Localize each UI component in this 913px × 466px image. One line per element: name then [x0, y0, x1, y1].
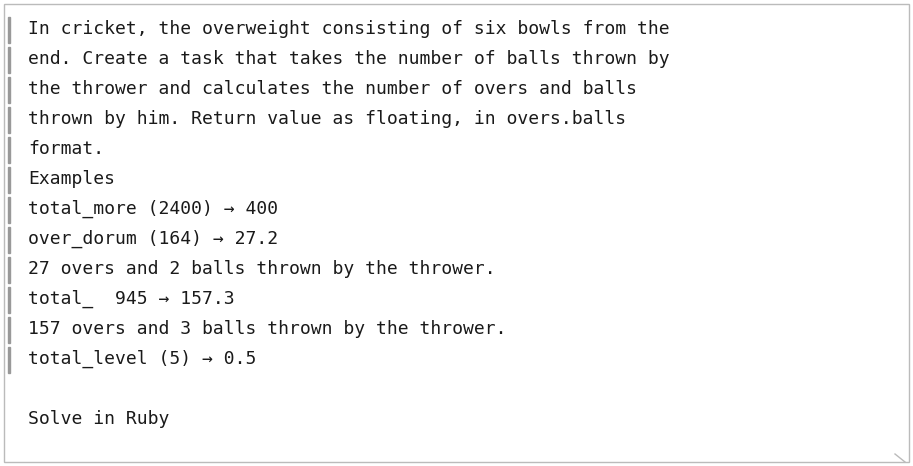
Bar — [8, 227, 10, 253]
Text: total_more (2400) → 400: total_more (2400) → 400 — [28, 200, 278, 218]
Text: over_dorum (164) → 27.2: over_dorum (164) → 27.2 — [28, 230, 278, 248]
Text: Examples: Examples — [28, 170, 115, 188]
Bar — [8, 197, 10, 222]
Bar — [8, 47, 10, 73]
Text: 27 overs and 2 balls thrown by the thrower.: 27 overs and 2 balls thrown by the throw… — [28, 260, 496, 278]
Bar — [8, 317, 10, 343]
Bar — [8, 77, 10, 103]
Text: format.: format. — [28, 140, 104, 158]
Bar — [8, 107, 10, 132]
Text: end. Create a task that takes the number of balls thrown by: end. Create a task that takes the number… — [28, 50, 669, 68]
Text: the thrower and calculates the number of overs and balls: the thrower and calculates the number of… — [28, 80, 637, 98]
Bar — [8, 257, 10, 282]
Bar — [8, 347, 10, 372]
Bar — [8, 167, 10, 192]
Text: total_level (5) → 0.5: total_level (5) → 0.5 — [28, 350, 257, 368]
Bar — [8, 17, 10, 42]
Bar — [8, 287, 10, 313]
Text: In cricket, the overweight consisting of six bowls from the: In cricket, the overweight consisting of… — [28, 20, 669, 38]
Text: total_  945 → 157.3: total_ 945 → 157.3 — [28, 290, 235, 308]
Text: Solve in Ruby: Solve in Ruby — [28, 410, 170, 428]
Text: thrown by him. Return value as floating, in overs.balls: thrown by him. Return value as floating,… — [28, 110, 626, 128]
Text: 157 overs and 3 balls thrown by the thrower.: 157 overs and 3 balls thrown by the thro… — [28, 320, 507, 338]
Bar — [8, 137, 10, 163]
